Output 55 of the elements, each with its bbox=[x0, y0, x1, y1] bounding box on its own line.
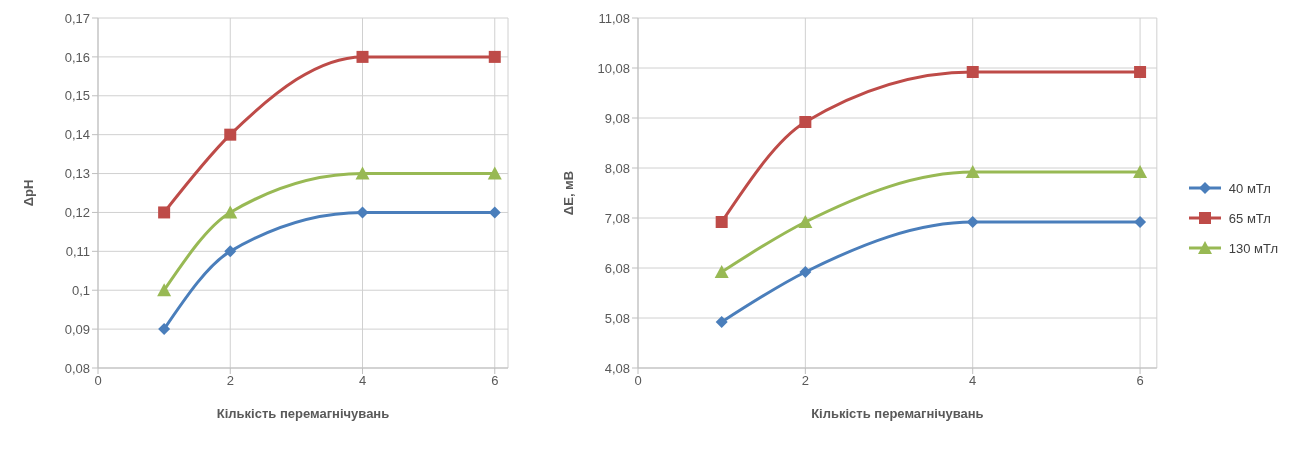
point bbox=[1134, 216, 1147, 228]
point bbox=[715, 216, 728, 228]
y-tick-label: 0,17 bbox=[64, 10, 90, 26]
x-tick-label: 6 bbox=[1136, 373, 1144, 389]
legend-label: 40 мТл bbox=[1228, 180, 1271, 196]
point bbox=[1134, 66, 1147, 78]
point bbox=[799, 116, 812, 128]
y-tick-label: 5,08 bbox=[604, 310, 630, 326]
y-tick-label: 0,14 bbox=[64, 127, 90, 143]
y-tick-label: 0,11 bbox=[65, 243, 90, 259]
y-tick-label: 4,08 bbox=[604, 360, 630, 376]
point bbox=[714, 265, 729, 278]
y-tick-label: 8,08 bbox=[604, 160, 630, 176]
point bbox=[488, 50, 501, 63]
y-tick-label: 6,08 bbox=[604, 260, 630, 276]
x-tick-label: 0 bbox=[94, 373, 102, 389]
y-tick-label: 0,1 bbox=[71, 282, 90, 298]
point bbox=[965, 165, 980, 178]
point bbox=[157, 283, 172, 297]
point bbox=[799, 266, 812, 278]
y-axis-title: ΔpH bbox=[20, 179, 36, 207]
y-tick-label: 0,13 bbox=[64, 166, 90, 182]
y-tick-label: 9,08 bbox=[604, 110, 630, 126]
x-axis-title: Кількість перемагнічувань bbox=[216, 406, 390, 421]
point bbox=[224, 128, 237, 141]
x-tick-label: 6 bbox=[491, 373, 499, 389]
legend-label: 65 мТл bbox=[1228, 210, 1271, 226]
point bbox=[158, 206, 171, 219]
point bbox=[355, 166, 370, 180]
point bbox=[487, 166, 502, 180]
point bbox=[1133, 165, 1148, 178]
y-axis-title: ΔE, мВ bbox=[560, 170, 576, 216]
x-axis-title: Кількість перемагнічувань bbox=[811, 406, 984, 421]
x-tick-label: 4 bbox=[969, 373, 977, 389]
point bbox=[158, 323, 171, 336]
point bbox=[224, 245, 237, 258]
point bbox=[223, 205, 238, 219]
y-tick-label: 7,08 bbox=[604, 210, 630, 226]
point bbox=[356, 50, 369, 63]
x-tick-label: 0 bbox=[634, 373, 642, 389]
y-tick-label: 0,15 bbox=[64, 88, 90, 104]
y-tick-label: 10,08 bbox=[597, 60, 630, 76]
point bbox=[966, 66, 979, 78]
point bbox=[798, 215, 813, 228]
y-tick-label: 0,09 bbox=[64, 321, 90, 337]
x-tick-label: 4 bbox=[358, 373, 367, 389]
y-tick-label: 0,08 bbox=[64, 360, 90, 376]
x-tick-label: 2 bbox=[801, 373, 809, 389]
y-tick-label: 11,08 bbox=[598, 10, 630, 26]
point bbox=[966, 216, 979, 228]
legend-label: 130 мТл bbox=[1228, 240, 1278, 256]
y-tick-label: 0,12 bbox=[64, 205, 90, 221]
point bbox=[715, 316, 728, 328]
y-tick-label: 0,16 bbox=[64, 49, 90, 65]
x-tick-label: 2 bbox=[226, 373, 234, 389]
